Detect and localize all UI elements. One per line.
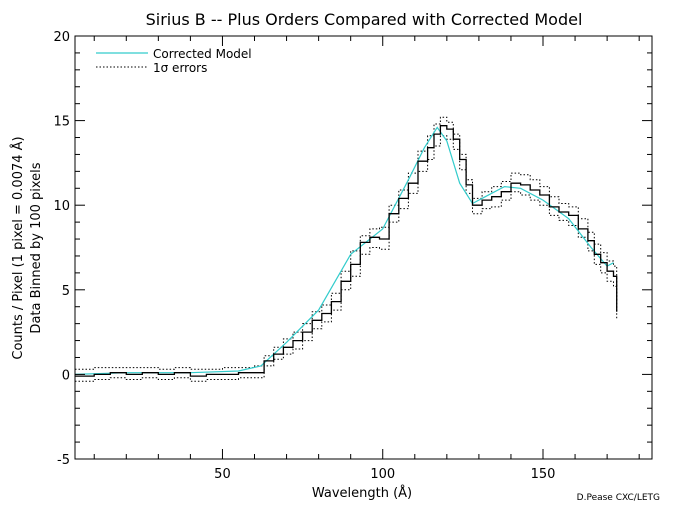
y-tick-label: 20: [53, 30, 70, 45]
y-axis-label: Counts / Pixel (1 pixel = 0.0074 Å): [10, 136, 26, 359]
y-axis-label-2: Data Binned by 100 pixels: [29, 162, 44, 333]
legend: Corrected Model 1σ errors: [96, 47, 252, 75]
series-layer: [74, 116, 618, 382]
x-axis-label: Wavelength (Å): [312, 485, 412, 501]
x-tick-label: 50: [214, 467, 231, 482]
model-line: [74, 126, 614, 375]
y-tick-label: 5: [62, 284, 70, 299]
credit-label: D.Pease CXC/LETG: [577, 493, 660, 503]
error-upper-line: [75, 116, 618, 370]
plot-frame: [74, 35, 653, 460]
data-step-line: [75, 125, 618, 377]
y-tick-label: -5: [57, 453, 70, 468]
legend-error-label: 1σ errors: [153, 61, 207, 75]
legend-model-label: Corrected Model: [153, 47, 252, 61]
y-tick-label: 0: [62, 368, 70, 383]
tick-layer: 50 100 150 -5 0 5 10 15 20: [53, 30, 652, 482]
y-tick-label: 15: [53, 115, 70, 130]
chart-title: Sirius B -- Plus Orders Compared with Co…: [146, 10, 583, 29]
error-lower-line: [75, 135, 618, 382]
x-tick-label: 100: [370, 467, 395, 482]
y-tick-label: 10: [53, 199, 70, 214]
x-tick-label: 150: [531, 467, 556, 482]
